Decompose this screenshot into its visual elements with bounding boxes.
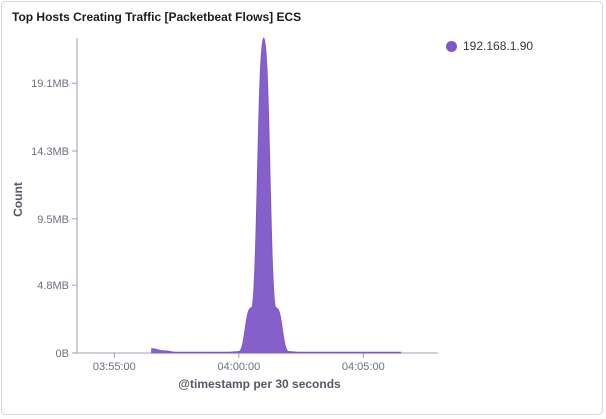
x-axis-title: @timestamp per 30 seconds bbox=[178, 377, 341, 391]
y-tick-label: 19.1MB bbox=[31, 78, 69, 90]
y-tick-label: 14.3MB bbox=[31, 146, 69, 158]
x-tick-label: 03:55:00 bbox=[93, 361, 136, 373]
y-tick-label: 4.8MB bbox=[37, 280, 69, 292]
series-area bbox=[151, 37, 402, 354]
panel-title: Top Hosts Creating Traffic [Packetbeat F… bbox=[12, 10, 302, 24]
y-tick-label: 0B bbox=[56, 348, 69, 360]
legend-label: 192.168.1.90 bbox=[463, 39, 534, 53]
x-tick-label: 04:05:00 bbox=[342, 361, 385, 373]
y-axis-title: Count bbox=[11, 182, 25, 217]
legend-item-series[interactable]: 192.168.1.90 bbox=[446, 39, 533, 53]
y-tick-label: 9.5MB bbox=[37, 214, 69, 226]
legend-color-dot-icon bbox=[446, 40, 457, 52]
x-tick-label: 04:00:00 bbox=[217, 361, 260, 373]
